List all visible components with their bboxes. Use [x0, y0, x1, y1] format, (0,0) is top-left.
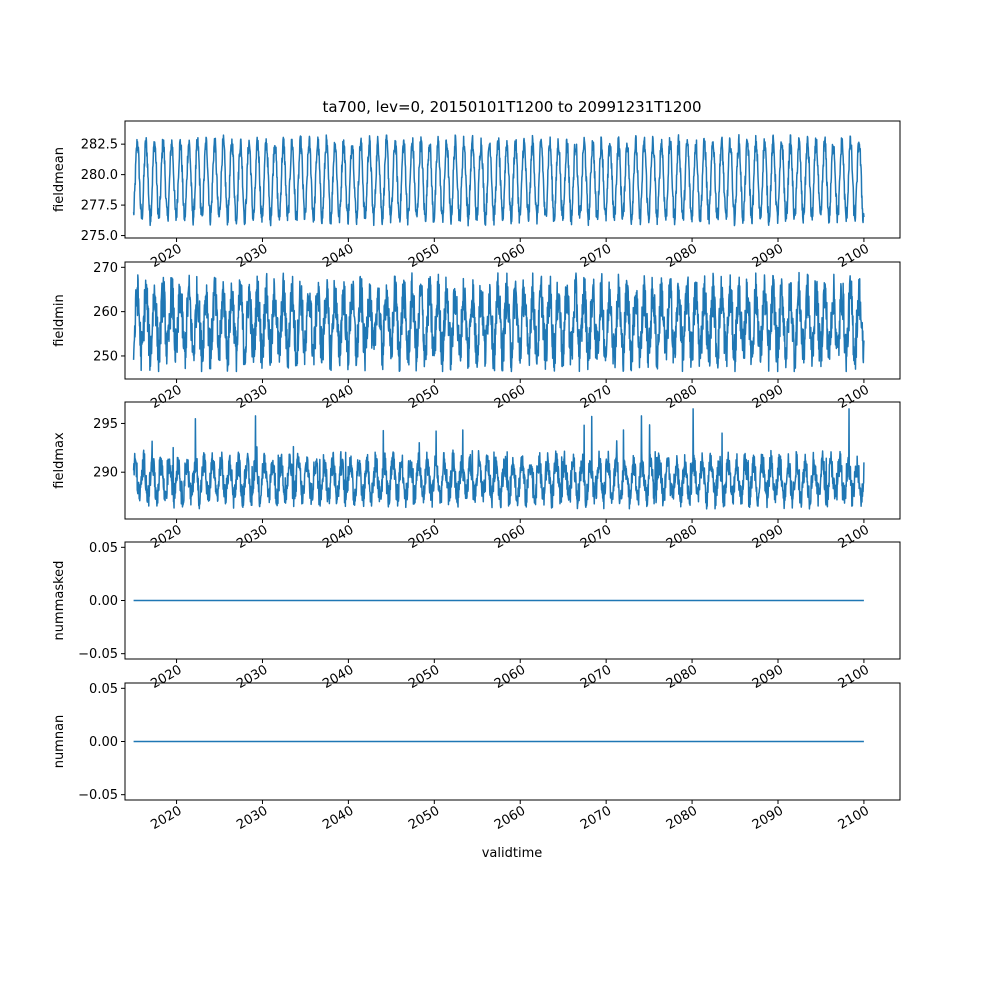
y-tick-label: 0.05 — [89, 682, 118, 697]
y-tick-label: 270 — [93, 261, 118, 276]
y-tick-label: −0.05 — [78, 788, 118, 803]
y-tick-label: −0.05 — [78, 647, 118, 662]
y-tick-label: 260 — [93, 305, 118, 320]
y-tick-label: 0.00 — [89, 594, 118, 609]
y-axis-label: fieldmin — [52, 294, 67, 347]
x-axis-label: validtime — [482, 846, 543, 861]
axes-frame — [124, 120, 901, 239]
y-tick-label: 0.05 — [89, 541, 118, 556]
y-tick-label: 282.5 — [81, 138, 118, 153]
axes-frame — [124, 401, 901, 520]
y-axis-label: fieldmean — [52, 147, 67, 212]
y-axis-label: fieldmax — [52, 432, 67, 489]
y-tick-label: 250 — [93, 349, 118, 364]
y-tick-label: 0.00 — [89, 735, 118, 750]
y-tick-label: 295 — [93, 417, 118, 432]
y-tick-label: 275.0 — [81, 229, 118, 244]
y-tick-label: 277.5 — [81, 199, 118, 214]
series-line-fieldmin — [132, 271, 865, 373]
figure-title: ta700, lev=0, 20150101T1200 to 20991231T… — [322, 98, 701, 116]
y-tick-label: 290 — [93, 466, 118, 481]
y-axis-label: nummasked — [52, 561, 67, 641]
y-tick-label: 280.0 — [81, 168, 118, 183]
series-line-fieldmax — [132, 408, 865, 510]
axes-frame — [124, 261, 901, 380]
series-line-fieldmean — [132, 134, 865, 227]
y-axis-label: numnan — [52, 715, 67, 769]
